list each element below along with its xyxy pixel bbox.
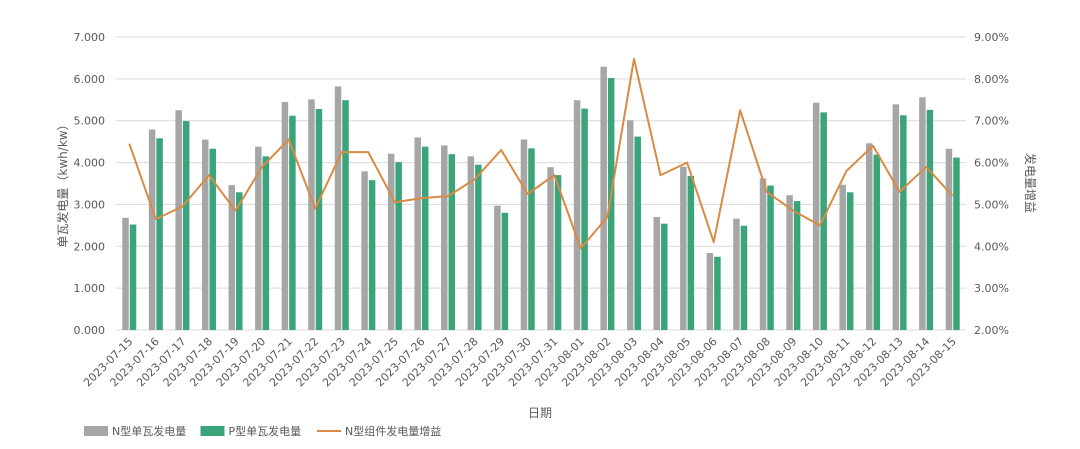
y-axis-left-title: 单瓦发电量（kwh/kw） [55,118,70,247]
bar-p-type [262,156,270,330]
gain-line-path [128,57,954,250]
y-axis-left-ticks: 0.000 1.000 2.000 3.000 4.000 5.000 6.000 7.000 [74,31,106,337]
bar-n-type [387,153,395,330]
y-axis-right-title: 发电量增益 [1023,153,1038,213]
y-tick-label: 3.000 [74,198,106,211]
y2-tick-label: 7.00% [974,115,1009,128]
y-tick-label: 0.000 [74,324,106,337]
y2-tick-label: 5.00% [974,198,1009,211]
bar-n-type [600,66,607,331]
bar-n-type [680,166,687,330]
bar-n-type [494,205,501,330]
bar-n-type [706,252,714,330]
bar-n-type [812,102,820,330]
bar-n-type [653,216,661,330]
x-axis-ticks: 2023-07-152023-07-162023-07-172023-07-18… [81,335,959,389]
y-tick-label: 5.000 [74,115,106,128]
bar-n-type [945,148,953,330]
bar-p-type [953,157,960,330]
bar-p-type [634,136,641,330]
bar-n-type [520,139,528,330]
bar-p-type [421,146,429,330]
bar-p-type [714,256,721,330]
legend-label: N型组件发电量增益 [345,424,441,438]
bar-n-type [255,146,262,330]
bar-n-type [228,185,236,330]
bar-n-type [892,104,900,330]
bar-p-type [740,225,748,330]
bar-p-type [873,154,881,330]
bar-p-type [926,109,934,331]
bar-n-type [547,167,554,330]
bar-n-type [334,86,342,331]
x-axis-title: 日期 [528,406,552,420]
y-tick-label: 6.000 [74,73,106,86]
bar-p-type [687,175,695,330]
bar-p-type [820,112,827,330]
bar-p-type [315,108,323,330]
bar-p-type [475,164,482,330]
bar-p-type [368,180,376,330]
bar-n-type [441,145,448,330]
legend-swatch [200,426,225,436]
bar-p-type [448,154,456,330]
bar-n-type [308,99,315,330]
bar-n-type [919,97,926,330]
bar-p-type [156,138,163,330]
bar-n-type [573,100,581,330]
bar-n-type [414,137,421,330]
y2-tick-label: 4.00% [974,240,1009,253]
bar-p-type [554,175,562,330]
bar-p-type [767,185,774,330]
bar-p-type [661,223,668,330]
bar-n-type [467,156,475,330]
y-tick-label: 1.000 [74,282,106,295]
gain-line [128,57,954,250]
bar-p-type [528,148,535,330]
legend: N型单瓦发电量 P型单瓦发电量 N型组件发电量增益 [84,424,441,438]
bar-n-type [281,101,289,330]
bar-n-type [786,195,793,330]
y-tick-label: 2.000 [74,240,106,253]
bar-p-type [342,100,349,330]
bar-n-type [175,110,182,330]
y-tick-label: 4.000 [74,157,106,170]
bar-p-type [607,78,615,331]
y2-tick-label: 2.00% [974,324,1009,337]
bar-n-type [361,171,368,330]
bar-p-type [793,201,801,330]
bar-p-type [846,192,854,330]
y-axis-right-ticks: 2.00% 3.00% 4.00% 5.00% 6.00% 7.00% 8.00% 9.00% [974,31,1009,337]
bar-p-type [129,224,137,330]
bar-p-type [209,148,216,330]
legend-label: N型单瓦发电量 [112,424,186,438]
bar-p-type [900,115,907,330]
bar-n-type [733,218,740,330]
y-tick-label: 7.000 [74,31,106,44]
bar-p-type [182,121,190,330]
bar-p-type [289,115,296,330]
bar-p-type [581,108,588,330]
bar-n-type [626,120,634,330]
bar-n-type [866,143,873,330]
bar-p-type [501,212,509,330]
y2-tick-label: 6.00% [974,157,1009,170]
bar-p-type [395,162,402,330]
bars [122,66,960,331]
bar-n-type [201,139,209,330]
bar-n-type [148,129,156,330]
y2-tick-label: 3.00% [974,282,1009,295]
legend-swatch [84,426,108,436]
bar-p-type [236,192,243,330]
bar-n-type [839,184,846,330]
bar-n-type [759,178,767,330]
legend-label: P型单瓦发电量 [229,424,302,438]
y2-tick-label: 8.00% [974,73,1009,86]
y2-tick-label: 9.00% [974,31,1009,44]
bar-n-type [122,217,129,330]
